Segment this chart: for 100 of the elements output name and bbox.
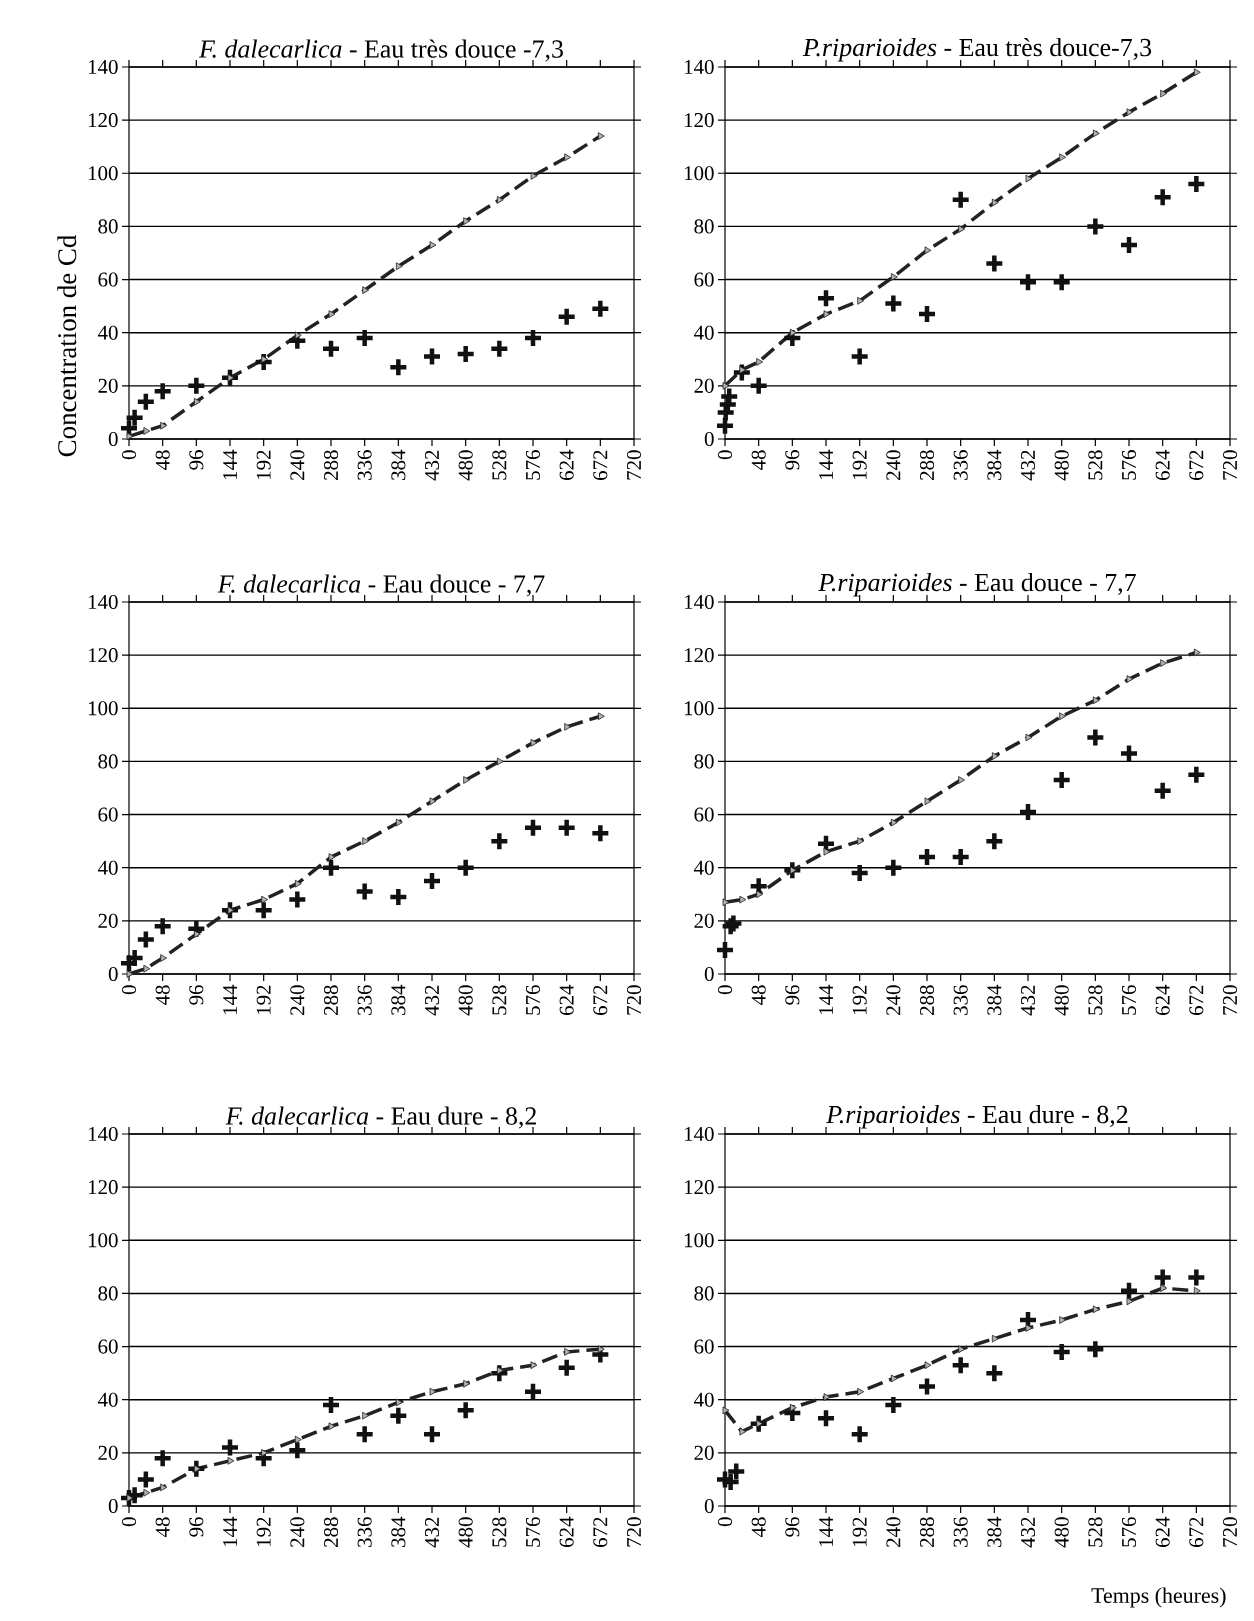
- point: [1025, 174, 1033, 183]
- x-tick-label: 528: [492, 450, 507, 480]
- y-tick-label: 40: [97, 860, 118, 875]
- point: [890, 1374, 898, 1383]
- point: [160, 954, 168, 962]
- point: [782, 327, 803, 349]
- chart-title: P.riparioides - Eau dure - 8,2: [826, 1105, 1128, 1129]
- point: [193, 930, 201, 938]
- point: [354, 881, 375, 902]
- x-tick-label: 432: [424, 450, 440, 481]
- point: [294, 1435, 302, 1444]
- point: [193, 397, 201, 406]
- x-tick-label: 432: [1020, 1517, 1036, 1548]
- point: [789, 866, 797, 875]
- x-tick-label: 288: [323, 1517, 339, 1547]
- x-tick-label: 288: [919, 1517, 935, 1547]
- chart-title: P.riparioides - Eau très douce-7,3: [802, 37, 1152, 62]
- x-tick-label: 576: [525, 1517, 541, 1547]
- point: [354, 1424, 375, 1445]
- point: [1118, 1280, 1140, 1302]
- point: [890, 818, 898, 827]
- point: [849, 862, 870, 884]
- x-tick-label: 432: [424, 1517, 440, 1548]
- point: [489, 1362, 510, 1384]
- x-tick-label: 720: [1222, 450, 1238, 480]
- y-tick-label: 60: [98, 272, 118, 287]
- point: [958, 776, 966, 784]
- y-tick-label: 100: [684, 701, 714, 716]
- x-tick-label: 288: [323, 450, 339, 480]
- point: [597, 132, 605, 140]
- x-tick-label: 432: [1020, 985, 1036, 1016]
- point: [950, 189, 971, 211]
- x-tick-label: 624: [1155, 1516, 1170, 1547]
- point: [597, 1345, 605, 1354]
- point: [421, 1424, 443, 1445]
- x-tick-label: 624: [559, 984, 574, 1015]
- x-tick-label: 720: [626, 985, 642, 1015]
- x-tick-label: 576: [525, 450, 541, 480]
- point: [597, 712, 605, 721]
- point: [395, 818, 403, 827]
- point: [1059, 1316, 1067, 1324]
- x-tick-label: 240: [290, 1517, 305, 1547]
- point: [1193, 1286, 1201, 1295]
- x-tick-label: 720: [1222, 985, 1238, 1015]
- point: [463, 776, 471, 784]
- point: [564, 153, 572, 162]
- chart-title: P.riparioides - Eau douce - 7,7: [818, 573, 1136, 597]
- point: [823, 1393, 831, 1401]
- point: [564, 723, 572, 731]
- point: [1025, 733, 1033, 742]
- x-tick-label: 144: [223, 449, 237, 480]
- y-tick-label: 140: [88, 1126, 118, 1142]
- y-tick-label: 40: [97, 325, 118, 340]
- x-tick-label: 576: [1121, 985, 1137, 1015]
- point: [857, 837, 865, 845]
- chart-title: F. dalecarlica - Eau douce - 7,7: [217, 574, 545, 597]
- y-tick-label: 140: [88, 594, 118, 610]
- x-tick-label: 96: [189, 1517, 204, 1537]
- point: [1092, 696, 1100, 705]
- point: [739, 1427, 747, 1436]
- point: [429, 797, 437, 806]
- point: [1160, 1284, 1168, 1292]
- x-tick-label: 144: [819, 1516, 833, 1547]
- point: [530, 1361, 538, 1370]
- point: [916, 1376, 938, 1397]
- point: [782, 1402, 803, 1424]
- point: [1193, 648, 1201, 657]
- x-tick-label: 144: [819, 984, 833, 1015]
- point: [823, 847, 831, 856]
- point: [556, 817, 577, 839]
- point: [429, 1387, 437, 1396]
- x-tick-label: 48: [751, 985, 766, 1006]
- x-tick-label: 48: [155, 450, 170, 471]
- point: [186, 918, 207, 940]
- x-tick-label: 624: [1155, 984, 1170, 1015]
- point: [320, 338, 342, 359]
- point: [1059, 712, 1067, 721]
- point: [496, 195, 504, 204]
- point: [1193, 68, 1201, 77]
- x-tick-label: 672: [1189, 450, 1204, 480]
- x-tick-label: 480: [458, 450, 473, 481]
- point: [261, 895, 269, 904]
- point: [883, 293, 904, 314]
- point: [924, 1361, 932, 1370]
- point: [294, 331, 302, 340]
- point: [530, 738, 538, 747]
- x-tick-label: 576: [525, 985, 541, 1015]
- y-tick-label: 140: [684, 594, 714, 610]
- x-tick-label: 624: [559, 449, 574, 480]
- x-tick-label: 192: [256, 1517, 271, 1547]
- point: [124, 407, 145, 428]
- point: [849, 1424, 870, 1445]
- y-tick-label: 0: [108, 1498, 118, 1514]
- y-tick-label: 100: [88, 701, 118, 716]
- y-tick-label: 0: [108, 966, 118, 982]
- point: [1152, 186, 1173, 208]
- point: [924, 797, 932, 806]
- point: [958, 225, 966, 233]
- x-tick-label: 0: [717, 450, 733, 460]
- point: [328, 1422, 336, 1431]
